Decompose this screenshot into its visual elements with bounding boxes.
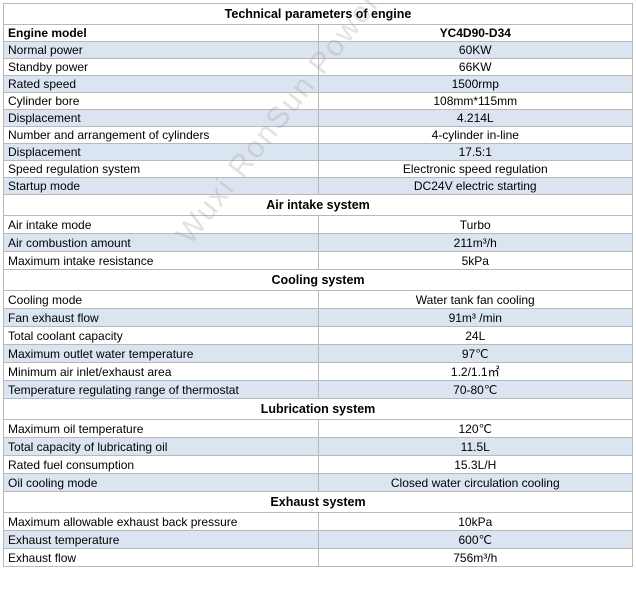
- section-header-lubrication: Lubrication system: [3, 398, 633, 420]
- param-value: 11.5L: [317, 437, 633, 456]
- param-value: 24L: [317, 326, 633, 345]
- param-value: 4.214L: [317, 109, 633, 127]
- param-label: Oil cooling mode: [3, 473, 319, 492]
- table-row: Displacement 4.214L: [3, 109, 633, 127]
- table-row: Cylinder bore 108mm*115mm: [3, 92, 633, 110]
- param-value: 97℃: [317, 344, 633, 363]
- table-row: Air combustion amount 211m³/h: [3, 233, 633, 252]
- table-row: Cooling mode Water tank fan cooling: [3, 290, 633, 309]
- param-label: Minimum air inlet/exhaust area: [3, 362, 319, 381]
- table-row: Fan exhaust flow 91m³ /min: [3, 308, 633, 327]
- param-value: 70-80℃: [317, 380, 633, 399]
- param-label: Total capacity of lubricating oil: [3, 437, 319, 456]
- param-value: Closed water circulation cooling: [317, 473, 633, 492]
- table-row: Oil cooling mode Closed water circulation…: [3, 473, 633, 492]
- param-label: Maximum allowable exhaust back pressure: [3, 512, 319, 531]
- param-label: Number and arrangement of cylinders: [3, 126, 319, 144]
- param-value: Electronic speed regulation: [317, 160, 633, 178]
- param-label: Cylinder bore: [3, 92, 319, 110]
- param-value: 5kPa: [317, 251, 633, 270]
- param-label: Displacement: [3, 143, 319, 161]
- table-title-row: Technical parameters of engine: [3, 3, 633, 25]
- param-label: Total coolant capacity: [3, 326, 319, 345]
- section-header-air-intake: Air intake system: [3, 194, 633, 216]
- table-row: Air intake mode Turbo: [3, 215, 633, 234]
- param-value: Turbo: [317, 215, 633, 234]
- table-row: Standby power 66KW: [3, 58, 633, 76]
- table-title: Technical parameters of engine: [3, 3, 633, 25]
- param-label: Air intake mode: [3, 215, 319, 234]
- table-row: Maximum allowable exhaust back pressure 1…: [3, 512, 633, 531]
- param-value: 211m³/h: [317, 233, 633, 252]
- param-label: Temperature regulating range of thermost…: [3, 380, 319, 399]
- param-label: Displacement: [3, 109, 319, 127]
- param-label: Speed regulation system: [3, 160, 319, 178]
- param-value: 120℃: [317, 419, 633, 438]
- param-label: Fan exhaust flow: [3, 308, 319, 327]
- param-value: 1500rmp: [317, 75, 633, 93]
- table-row: Startup mode DC24V electric starting: [3, 177, 633, 195]
- table-row: Exhaust flow 756m³/h: [3, 548, 633, 567]
- param-label: Maximum intake resistance: [3, 251, 319, 270]
- section-header-exhaust: Exhaust system: [3, 491, 633, 513]
- param-label: Rated fuel consumption: [3, 455, 319, 474]
- model-value: YC4D90-D34: [317, 24, 633, 42]
- table-row: Rated speed 1500rmp: [3, 75, 633, 93]
- param-value: 108mm*115mm: [317, 92, 633, 110]
- param-value: 66KW: [317, 58, 633, 76]
- spec-table: Technical parameters of engine Engine mo…: [3, 3, 633, 567]
- param-label: Exhaust flow: [3, 548, 319, 567]
- param-value: 10kPa: [317, 512, 633, 531]
- section-title: Air intake system: [3, 194, 633, 216]
- table-row: Speed regulation system Electronic speed …: [3, 160, 633, 178]
- param-value: 756m³/h: [317, 548, 633, 567]
- param-label: Maximum oil temperature: [3, 419, 319, 438]
- table-row: Total coolant capacity 24L: [3, 326, 633, 345]
- param-value: 17.5:1: [317, 143, 633, 161]
- table-row: Exhaust temperature 600℃: [3, 530, 633, 549]
- param-value: 1.2/1.1㎡: [317, 362, 633, 381]
- table-row: Displacement 17.5:1: [3, 143, 633, 161]
- table-row: Number and arrangement of cylinders 4-cyl…: [3, 126, 633, 144]
- param-value: Water tank fan cooling: [317, 290, 633, 309]
- param-value: DC24V electric starting: [317, 177, 633, 195]
- section-title: Cooling system: [3, 269, 633, 291]
- model-row: Engine model YC4D90-D34: [3, 24, 633, 42]
- section-title: Lubrication system: [3, 398, 633, 420]
- table-row: Normal power 60KW: [3, 41, 633, 59]
- param-label: Exhaust temperature: [3, 530, 319, 549]
- param-value: 15.3L/H: [317, 455, 633, 474]
- param-label: Rated speed: [3, 75, 319, 93]
- table-row: Maximum outlet water temperature 97℃: [3, 344, 633, 363]
- param-label: Maximum outlet water temperature: [3, 344, 319, 363]
- param-label: Normal power: [3, 41, 319, 59]
- table-row: Minimum air inlet/exhaust area 1.2/1.1㎡: [3, 362, 633, 381]
- param-label: Cooling mode: [3, 290, 319, 309]
- param-label: Standby power: [3, 58, 319, 76]
- table-row: Rated fuel consumption 15.3L/H: [3, 455, 633, 474]
- param-label: Air combustion amount: [3, 233, 319, 252]
- section-title: Exhaust system: [3, 491, 633, 513]
- param-value: 600℃: [317, 530, 633, 549]
- section-header-cooling: Cooling system: [3, 269, 633, 291]
- table-row: Total capacity of lubricating oil 11.5L: [3, 437, 633, 456]
- param-value: 4-cylinder in-line: [317, 126, 633, 144]
- table-row: Maximum intake resistance 5kPa: [3, 251, 633, 270]
- param-label: Startup mode: [3, 177, 319, 195]
- model-label: Engine model: [3, 24, 319, 42]
- param-value: 60KW: [317, 41, 633, 59]
- engine-spec-sheet: Technical parameters of engine Engine mo…: [3, 3, 633, 567]
- table-row: Maximum oil temperature 120℃: [3, 419, 633, 438]
- param-value: 91m³ /min: [317, 308, 633, 327]
- table-row: Temperature regulating range of thermost…: [3, 380, 633, 399]
